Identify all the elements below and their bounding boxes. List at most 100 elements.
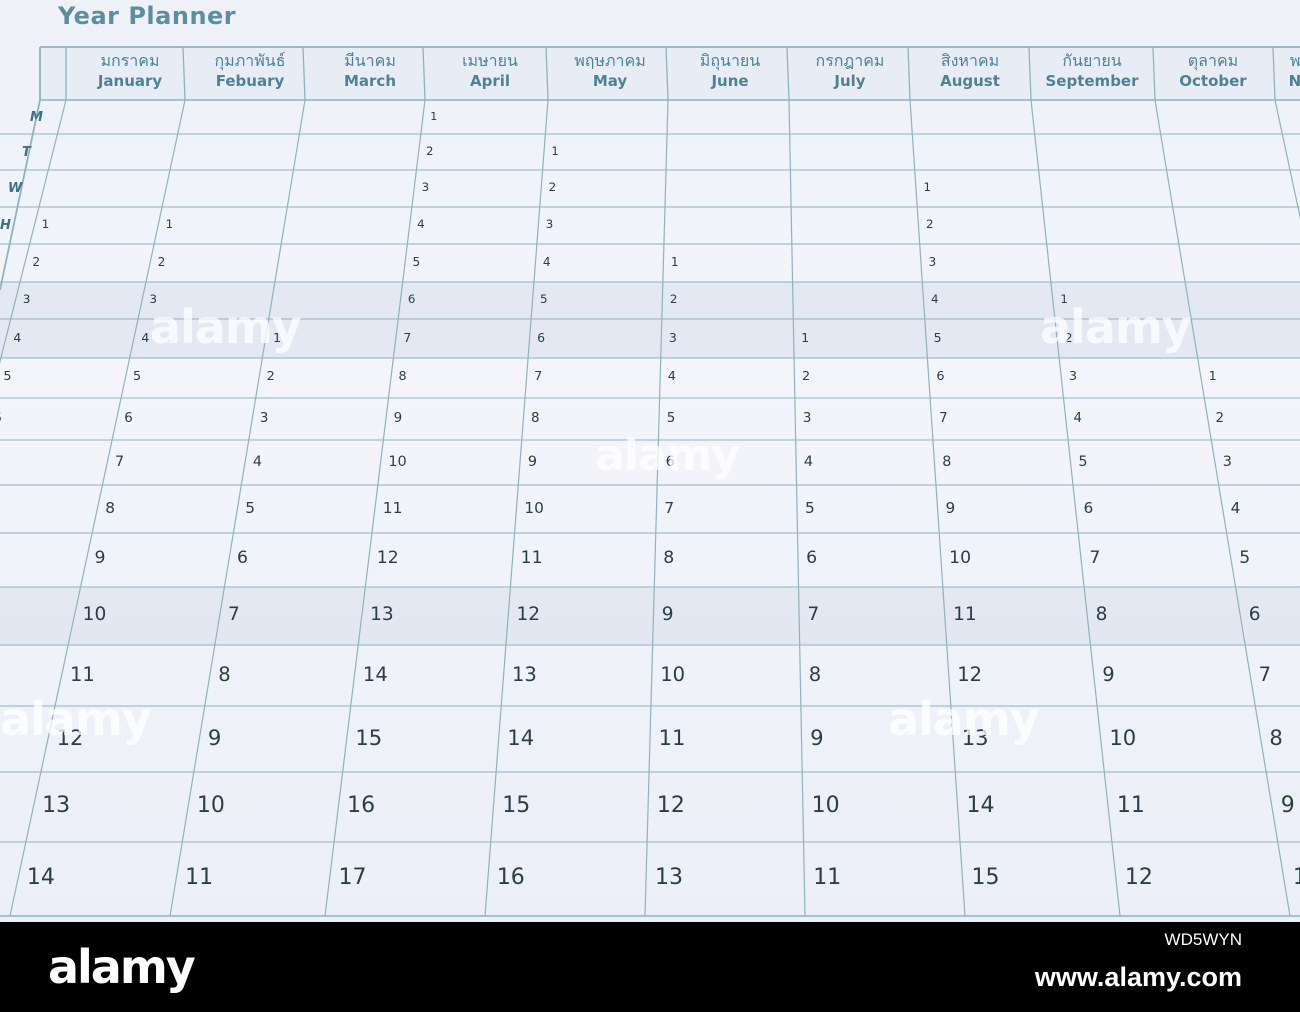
month-thai-label: กุมภาพันธ์ (214, 51, 286, 70)
day-number: 6 (237, 548, 249, 569)
day-number: 1 (430, 109, 438, 123)
weekday-label: M (30, 110, 43, 125)
day-number: 1 (670, 255, 679, 270)
day-number: 10 (660, 662, 686, 686)
day-number: 16 (496, 864, 525, 890)
day-number: 4 (252, 453, 262, 470)
day-number: 3 (1068, 368, 1078, 384)
planner-grid (0, 46, 1300, 917)
day-number: 11 (70, 662, 95, 686)
month-thai-label: กรกฎาคม (815, 51, 885, 70)
month-thai-label: มิถุนายน (699, 51, 761, 70)
day-number: 4 (417, 216, 425, 231)
day-number: 1 (1208, 368, 1217, 384)
day-number: 8 (942, 453, 952, 470)
day-number: 14 (362, 662, 388, 686)
day-number: 14 (26, 864, 55, 890)
day-number: 10 (524, 498, 544, 517)
day-number: 9 (393, 410, 403, 426)
month-thai-label: สิงหาคม (940, 51, 1000, 70)
planner-title: Year Planner (58, 2, 237, 30)
month-header: สิงหาคม August (910, 51, 1030, 91)
watermark: alamy (595, 430, 740, 481)
day-number: 12 (376, 548, 399, 569)
day-number: 13 (42, 792, 71, 818)
day-number: 3 (668, 329, 677, 345)
day-number: 1 (923, 179, 931, 194)
day-number: 1 (165, 216, 174, 231)
month-english-label: August (940, 72, 1000, 90)
day-number: 6 (124, 410, 133, 426)
day-number: 1 (1060, 291, 1068, 306)
day-number: 3 (545, 216, 554, 231)
month-header: มีนาคม March (310, 51, 430, 91)
day-number: 7 (664, 498, 675, 517)
month-english-label: No (1288, 72, 1300, 90)
day-number: 9 (810, 725, 824, 751)
month-thai-label: มีนาคม (344, 51, 396, 70)
day-number: 2 (1215, 410, 1225, 426)
site-url: www.alamy.com (1034, 962, 1242, 992)
day-number: 15 (971, 864, 1000, 890)
day-number: 4 (667, 368, 676, 384)
day-number: 8 (1095, 603, 1108, 625)
day-number: 5 (1239, 548, 1251, 569)
day-number: 1 (801, 329, 810, 345)
day-number: 6 (407, 291, 416, 306)
day-number: 2 (802, 368, 811, 384)
day-number: 7 (939, 410, 948, 426)
day-number: 10 (388, 453, 407, 470)
day-number: 13 (961, 725, 989, 751)
month-thai-label: เมษายน (462, 51, 518, 70)
day-number: 10 (949, 548, 972, 569)
month-thai-label: พฤษภาคม (574, 51, 646, 70)
day-number: 8 (663, 548, 675, 569)
day-number: 5 (245, 498, 256, 517)
month-english-label: June (711, 72, 749, 90)
day-number: 17 (338, 864, 367, 890)
day-number: 3 (928, 255, 937, 270)
day-number: 10 (196, 792, 225, 818)
month-header: กุมภาพันธ์ Febuary (190, 51, 310, 91)
day-number: 12 (516, 603, 541, 625)
month-header: กรกฎาคม July (790, 51, 910, 91)
day-number: 1 (551, 143, 559, 158)
watermark: alamy (0, 692, 152, 746)
day-number: 4 (803, 453, 814, 470)
day-number: 3 (1222, 453, 1232, 470)
day-number: 3 (421, 179, 430, 194)
day-number: 2 (669, 291, 678, 306)
stock-footer: alamy WD5WYN www.alamy.com (0, 922, 1300, 1012)
month-header: ตุลาคม October (1153, 51, 1273, 91)
day-number: 4 (930, 291, 939, 306)
month-english-label: July (834, 72, 866, 90)
day-number: 10 (1292, 864, 1300, 890)
day-number: 5 (666, 410, 676, 426)
day-number: 12 (656, 792, 685, 818)
month-english-label: March (343, 72, 397, 90)
day-number: 2 (32, 255, 41, 270)
day-number: 9 (1280, 792, 1295, 818)
day-number: 3 (22, 291, 31, 306)
month-header: กันยายน September (1032, 51, 1152, 91)
day-number: 11 (1116, 792, 1145, 818)
day-number: 15 (502, 792, 531, 818)
day-number: 5 (1078, 453, 1088, 470)
day-number: 3 (259, 410, 269, 426)
day-number: 5 (3, 368, 12, 384)
day-number: 6 (0, 411, 2, 425)
day-number: 7 (534, 368, 543, 384)
day-number: 2 (548, 179, 557, 194)
month-header: เมษายน April (430, 51, 550, 91)
month-english-label: May (592, 72, 628, 90)
day-number: 9 (207, 725, 222, 751)
day-number: 11 (520, 548, 543, 569)
day-number: 5 (540, 291, 548, 306)
day-number: 11 (658, 725, 686, 751)
day-number: 8 (218, 662, 231, 686)
day-number: 13 (370, 603, 394, 625)
day-number: 6 (1248, 603, 1261, 625)
day-number: 2 (1064, 329, 1073, 345)
day-number: 6 (665, 453, 675, 470)
month-thai-label: มกราคม (100, 51, 160, 70)
